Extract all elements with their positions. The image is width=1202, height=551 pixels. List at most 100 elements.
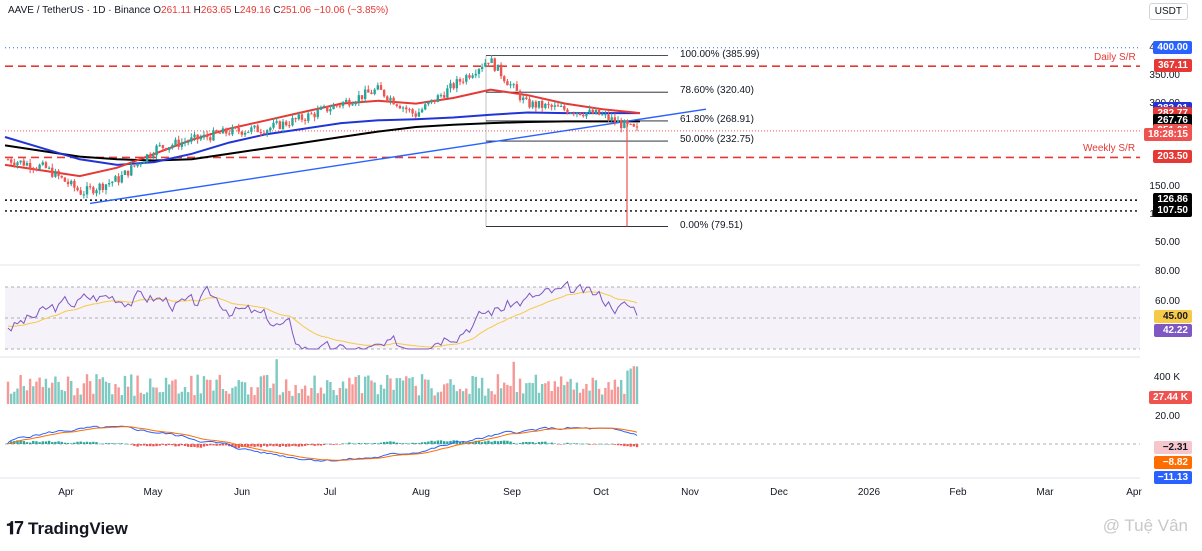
volume-bar [544,383,547,404]
candle-body [215,130,218,133]
volume-bar [111,394,114,404]
volume-bar [168,384,171,404]
candle-body [240,131,244,135]
volume-bar [38,377,41,404]
volume-bar [578,392,582,404]
volume-bar [341,381,345,404]
macd-value-label: −11.13 [1153,471,1192,484]
candle-body [518,90,522,101]
volume-bar [85,374,89,404]
candle-body [307,113,310,121]
volume-bar [98,379,101,404]
volume-bar [123,375,127,404]
volume-bar [322,393,326,404]
ma50-line[interactable] [4,88,641,178]
volume-bar [465,388,468,404]
candle-body [319,107,323,110]
volume-bar [16,388,19,404]
candle-body [234,127,237,129]
candle-body [281,121,285,129]
macd-histogram-bar [556,444,560,445]
volume-bar [503,382,506,404]
macd-histogram-bar [247,444,250,447]
macd-line[interactable] [7,425,638,462]
candle-body [354,102,357,105]
candle-body [414,113,417,117]
volume-bar [139,392,142,404]
candle-body [107,183,111,185]
candle-body [60,175,63,178]
macd-histogram-bar [256,444,259,447]
candle-body [25,163,29,166]
macd-signal-line[interactable] [7,426,638,461]
volume-bar [531,382,534,404]
volume-bar [133,395,136,404]
volume-value-label: 27.44 K [1148,391,1192,404]
macd-histogram-bar [446,441,449,444]
candle-body [578,112,582,115]
symbol-title[interactable]: AAVE / TetherUS · 1D · Binance [8,5,151,16]
candle-body [205,134,209,138]
candle-body [139,163,142,165]
macd-histogram-bar [70,443,73,444]
currency-button[interactable]: USDT [1148,3,1188,20]
macd-histogram-bar [335,444,338,445]
volume-bar [57,381,60,404]
volume-bar [496,374,500,404]
volume-bar [367,375,370,404]
volume-bar [199,393,203,404]
volume-bar [32,386,35,404]
candle-body [338,105,342,107]
macd-histogram-bar [442,441,446,444]
candle-body [82,194,86,196]
candle-body [51,167,54,177]
macd-histogram-bar [455,440,459,444]
volume-bar [471,376,474,404]
volume-bar [269,388,272,404]
tradingview-logo[interactable]: 𝟏7 TradingView [6,518,128,539]
volume-bar [95,374,98,404]
macd-histogram-bar [32,441,35,444]
candle-body [316,109,319,118]
volume-bar [499,388,503,404]
macd-histogram-bar [424,442,427,444]
ascending-trendline[interactable] [89,108,707,205]
macd-histogram-bar [303,444,307,446]
candle-body [158,145,161,147]
candle-body [376,85,380,90]
macd-histogram-bar [155,444,158,447]
ma100-line[interactable] [4,111,640,166]
volume-bar [619,379,623,404]
fib-level-label: 0.00% (79.51) [680,219,743,231]
volume-bar [528,382,531,404]
volume-bar [310,388,313,404]
macd-histogram-bar [224,444,228,446]
candle-body [243,132,247,135]
macd-histogram-bar [559,444,563,445]
macd-histogram-bar [152,444,155,447]
time-axis-label: Mar [1036,487,1054,498]
macd-histogram-bar [316,444,319,446]
macd-value-label: −8.82 [1154,456,1192,469]
candle-body [66,181,70,185]
candle-body [228,133,231,135]
macd-histogram-bar [484,441,487,444]
candle-body [468,75,471,78]
candle-body [458,79,462,82]
volume-bar [155,387,158,404]
candle-body [123,170,127,175]
candle-body [379,85,383,90]
candle-body [117,176,120,183]
macd-histogram-bar [506,440,509,444]
candle-body [490,58,493,64]
macd-histogram-bar [363,443,367,444]
rsi-line[interactable] [7,280,638,350]
ma200-line[interactable] [4,120,640,162]
candle-body [16,162,19,166]
sr-label: Daily S/R [1094,52,1136,64]
change-value: −10.06 (−3.85%) [313,5,389,16]
macd-histogram-bar [348,442,351,444]
volume-bar [70,380,73,404]
candle-body [363,89,367,99]
